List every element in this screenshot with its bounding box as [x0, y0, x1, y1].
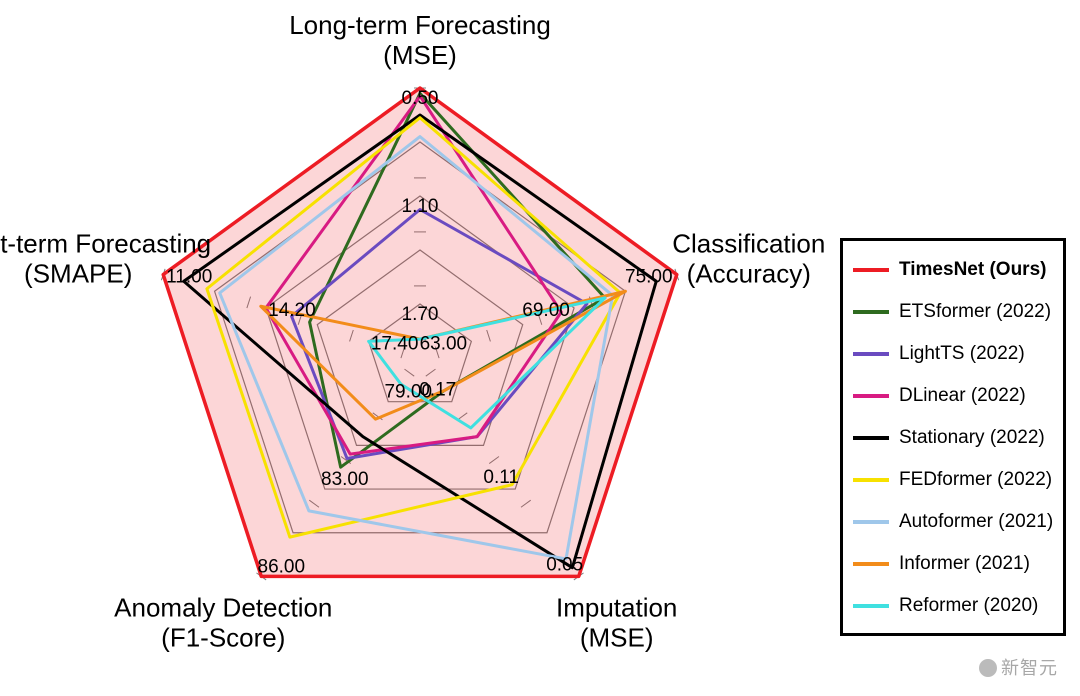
axis-tick-label: 75.00	[625, 267, 673, 288]
axis-title: Imputation(MSE)	[556, 592, 677, 652]
axis-title: Long-term Forecasting(MSE)	[289, 10, 551, 70]
legend: TimesNet (Ours) ETSformer (2022) LightTS (…	[840, 238, 1066, 636]
legend-label: Reformer (2020)	[899, 595, 1038, 617]
axis-title: Classification(Accuracy)	[672, 229, 825, 289]
legend-swatch	[853, 394, 889, 398]
axis-tick-label: 1.70	[402, 304, 439, 325]
axis-tick-label: 69.00	[522, 300, 570, 321]
axis-tick-label: 11.00	[166, 267, 212, 288]
legend-row: Autoformer (2021)	[853, 501, 1053, 543]
legend-row: Informer (2021)	[853, 543, 1053, 585]
legend-label: Informer (2021)	[899, 553, 1030, 575]
axis-tick-label: 14.20	[268, 300, 316, 321]
legend-swatch	[853, 310, 889, 314]
radar-chart-container: 0.501.101.7075.0069.0063.000.050.110.178…	[0, 0, 1080, 696]
legend-label: LightTS (2022)	[899, 343, 1025, 365]
legend-row: LightTS (2022)	[853, 333, 1053, 375]
legend-swatch	[853, 604, 889, 608]
legend-label: TimesNet (Ours)	[899, 259, 1046, 281]
legend-label: ETSformer (2022)	[899, 301, 1051, 323]
axis-tick-label: 86.00	[258, 556, 306, 577]
watermark: 新智元	[979, 654, 1058, 680]
legend-swatch	[853, 352, 889, 356]
legend-row: ETSformer (2022)	[853, 291, 1053, 333]
watermark-text: 新智元	[1001, 658, 1058, 678]
legend-swatch	[853, 436, 889, 440]
legend-row: FEDformer (2022)	[853, 459, 1053, 501]
legend-swatch	[853, 478, 889, 482]
legend-row: Stationary (2022)	[853, 417, 1053, 459]
legend-swatch	[853, 520, 889, 524]
axis-tick-label: 0.11	[483, 467, 519, 488]
legend-label: FEDformer (2022)	[899, 469, 1052, 491]
watermark-icon	[979, 659, 997, 677]
axis-tick-label: 17.40	[371, 333, 419, 354]
legend-swatch	[853, 268, 889, 272]
legend-label: DLinear (2022)	[899, 385, 1026, 407]
axis-tick-label: 1.10	[402, 196, 439, 217]
legend-row: TimesNet (Ours)	[853, 249, 1053, 291]
axis-tick-label: 79.00	[384, 382, 432, 403]
legend-label: Autoformer (2021)	[899, 511, 1053, 533]
legend-swatch	[853, 562, 889, 566]
legend-row: DLinear (2022)	[853, 375, 1053, 417]
axis-tick-label: 63.00	[420, 333, 468, 354]
axis-tick-label: 0.50	[402, 88, 439, 109]
axis-tick-label: 0.05	[546, 554, 583, 575]
axis-title: Anomaly Detection(F1-Score)	[114, 592, 332, 652]
legend-label: Stationary (2022)	[899, 427, 1045, 449]
axis-tick-label: 83.00	[321, 469, 369, 490]
legend-row: Reformer (2020)	[853, 585, 1053, 627]
